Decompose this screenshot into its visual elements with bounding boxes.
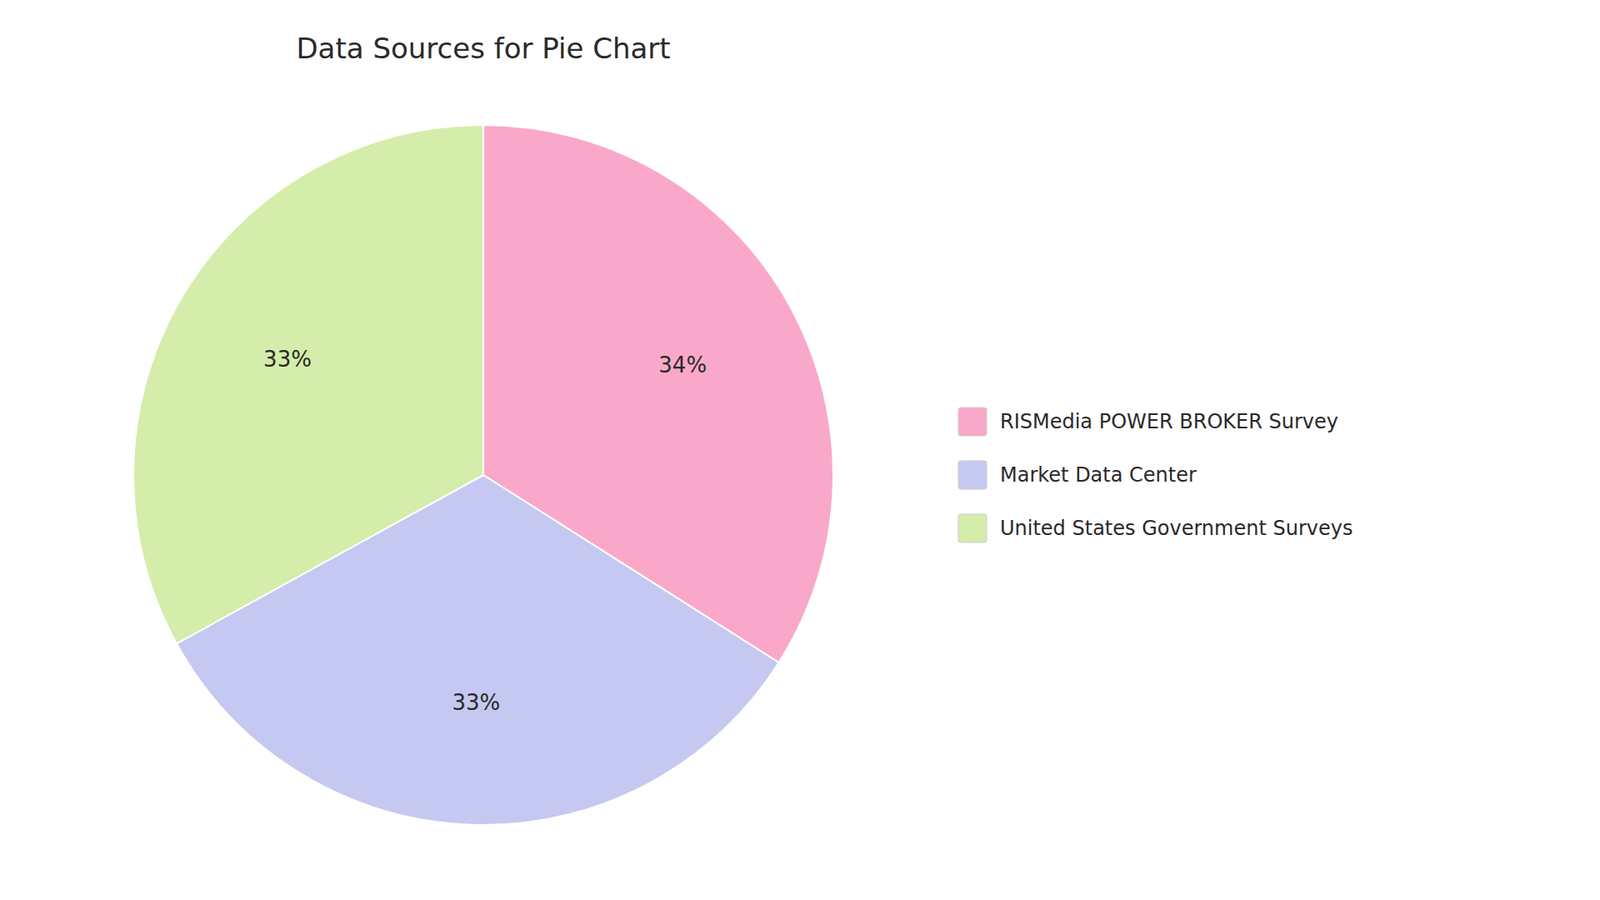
data-label: 34%	[658, 352, 707, 378]
legend: RISMedia POWER BROKER Survey Market Data …	[958, 407, 1353, 543]
data-label: 33%	[263, 346, 312, 372]
legend-swatch	[958, 514, 987, 543]
legend-label: RISMedia POWER BROKER Survey	[1000, 410, 1339, 434]
slices	[133, 125, 834, 825]
pie-slice	[133, 125, 484, 644]
legend-label: United States Government Surveys	[1000, 516, 1353, 540]
chart: Data Sources for Pie Chart 34% 33% 33% RISMe…	[0, 0, 1600, 900]
legend-swatch	[958, 460, 987, 490]
title: Data Sources for Pie Chart	[295, 31, 670, 65]
legend-label: Market Data Center	[1000, 463, 1197, 487]
background	[0, 0, 1600, 900]
data-label: 33%	[452, 690, 501, 715]
legend-swatch	[958, 407, 987, 436]
data-labels: 34% 33% 33%	[263, 346, 707, 715]
